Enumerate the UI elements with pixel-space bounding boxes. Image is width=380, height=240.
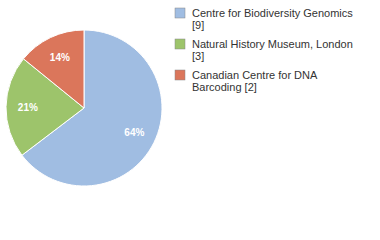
data-label: 14%	[50, 52, 70, 63]
pie-slice	[23, 30, 84, 108]
pie	[6, 30, 162, 186]
legend-label-line: Canadian Centre for DNA	[192, 69, 318, 81]
data-label: 21%	[18, 102, 38, 113]
legend-label: Centre for Biodiversity Genomics[9]	[192, 7, 353, 31]
legend-label-line: [3]	[192, 50, 204, 62]
legend-label: Natural History Museum, London[3]	[192, 38, 353, 62]
data-label: 64%	[124, 127, 144, 138]
legend-swatch	[175, 8, 185, 18]
legend-label-line: Centre for Biodiversity Genomics	[192, 7, 353, 19]
legend-label: Canadian Centre for DNABarcoding [2]	[192, 69, 318, 93]
legend-label-line: [9]	[192, 19, 204, 31]
chart: 64% 21% 14% Centre for Biodiversity Genomic…	[0, 0, 380, 240]
legend-label-line: Barcoding [2]	[192, 81, 257, 93]
legend-swatch	[175, 70, 185, 80]
legend-swatch	[175, 39, 185, 49]
data-labels: 64% 21% 14%	[18, 52, 145, 139]
legend-label-line: Natural History Museum, London	[192, 38, 353, 50]
legend: Centre for Biodiversity Genomics[9] Natur…	[175, 7, 353, 93]
